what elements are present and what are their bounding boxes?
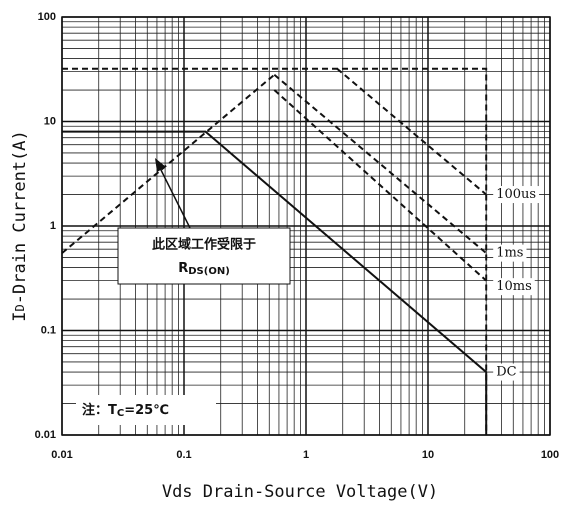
note: 注：TC=25℃ <box>76 395 216 425</box>
y-axis-title: ID-Drain Current(A) <box>10 130 30 321</box>
series-label-bg <box>493 244 527 262</box>
x-tick-label: 100 <box>541 449 559 461</box>
note-text: 注：TC=25℃ <box>82 402 169 420</box>
note-prefix: 注： <box>82 402 108 418</box>
series-line <box>61 74 275 254</box>
series-label-bg <box>493 278 535 296</box>
y-tick-label: 0.1 <box>41 324 56 336</box>
arrow-head <box>155 158 166 172</box>
x-tick-label: 0.1 <box>176 449 191 461</box>
annotation-arrow <box>159 167 191 229</box>
series-label: DC <box>496 365 516 380</box>
note-t-sub: C <box>117 408 124 419</box>
y-tick-label: 0.01 <box>35 429 56 441</box>
series-line <box>273 74 487 254</box>
series-label: 10ms <box>496 279 532 294</box>
x-tick-label: 1 <box>303 449 309 461</box>
note-rest: =25℃ <box>124 403 169 418</box>
x-tick-label: 0.01 <box>51 449 72 461</box>
y-title-rest: -Drain Current(A) <box>10 130 30 304</box>
grid <box>61 16 551 436</box>
note-t: T <box>108 403 117 418</box>
y-tick-label: 100 <box>38 11 56 23</box>
annotation-rdson: RDS(ON) <box>178 261 230 278</box>
y-title-sub: D <box>13 304 27 311</box>
y-tick-label: 10 <box>44 115 56 127</box>
annotation-box <box>117 227 291 285</box>
y-title-main: I <box>10 311 30 321</box>
plot-frame <box>61 16 551 436</box>
series-line <box>336 67 487 196</box>
note-box <box>76 395 216 425</box>
series-label-bg <box>493 186 540 204</box>
series-line <box>273 89 487 282</box>
y-tick-label: 1 <box>50 220 56 232</box>
series-label-bg <box>493 363 520 381</box>
series-line <box>62 67 488 435</box>
series-label: 100us <box>496 187 536 202</box>
x-tick-label: 10 <box>422 449 434 461</box>
x-axis-title: Vds Drain-Source Voltage(V) <box>162 482 438 502</box>
lines <box>61 67 488 435</box>
r-sub: DS(ON) <box>188 266 230 277</box>
series-label: 1ms <box>496 246 523 261</box>
annotation: 此区域工作受限于 RDS(ON) <box>117 158 291 285</box>
annotation-text: 此区域工作受限于 <box>152 237 256 253</box>
r: R <box>178 261 188 276</box>
series-line <box>62 130 488 435</box>
